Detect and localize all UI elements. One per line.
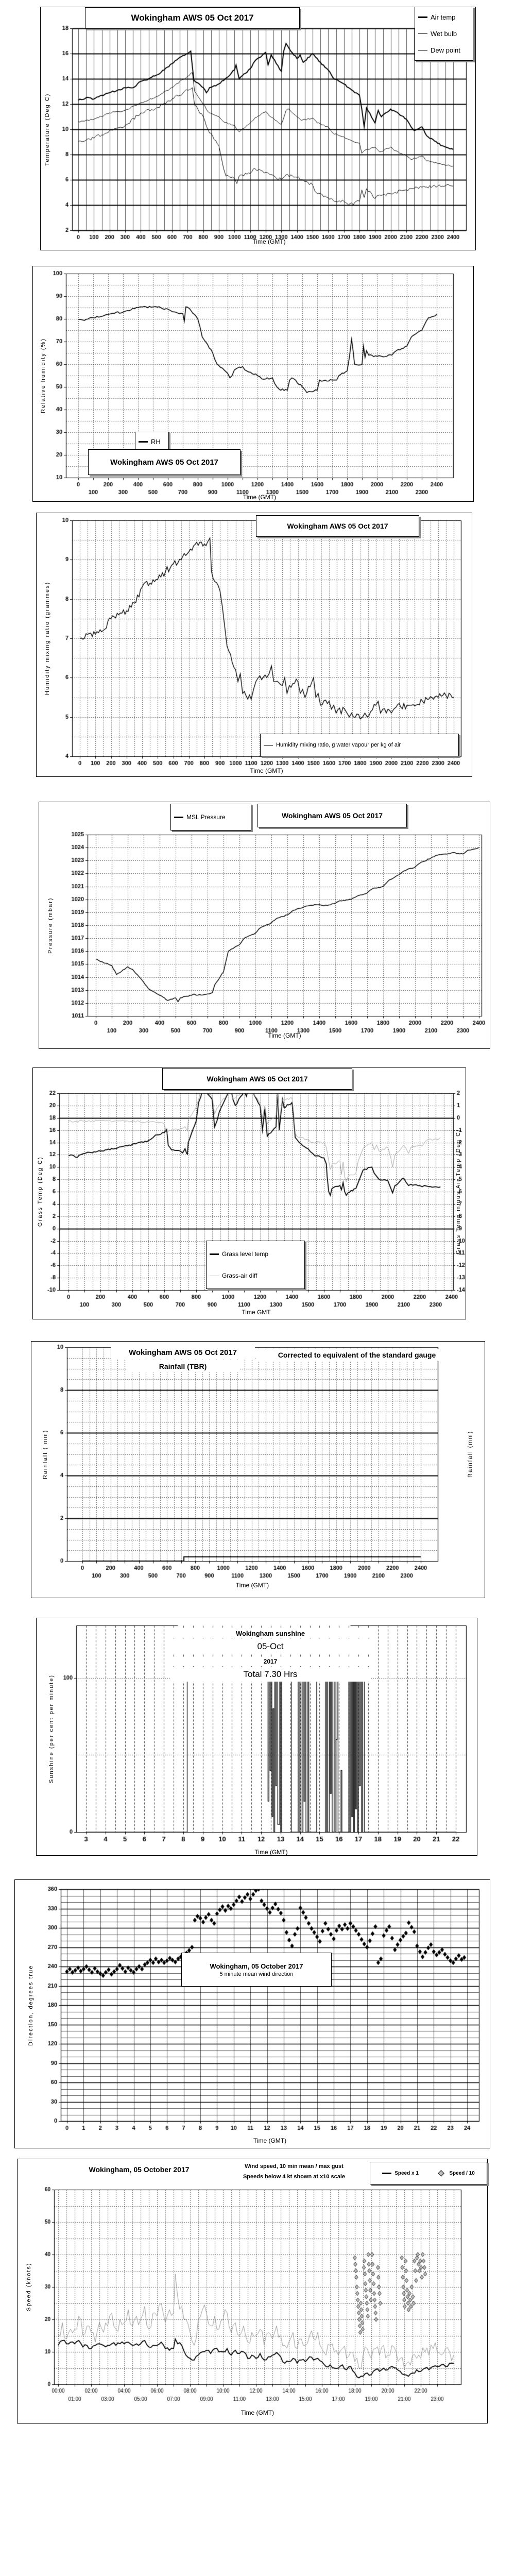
wind-direction-x-axis-label: Time (GMT) — [253, 2137, 287, 2144]
wind-speed-legend: Speed x 1 Speed / 10 — [370, 2162, 487, 2184]
sunshine-year: 2017 — [170, 1657, 371, 1666]
line-swatch-icon — [139, 440, 148, 443]
humidity-y-axis-label: Relative humidity (%) — [40, 338, 46, 413]
legend-label: Humidity mixing ratio, g water vapour pe… — [276, 742, 401, 748]
wind-direction-subtitle: 5 minute mean wind direction — [219, 1971, 294, 1977]
wind-direction-title: Wokingham, 05 October 2017 — [210, 1962, 303, 1970]
line-swatch-icon — [418, 33, 427, 34]
rainfall-right-y-axis-label: Rainfall (mm) — [467, 1430, 473, 1478]
legend-label: Wet bulb — [431, 29, 457, 38]
wind-direction-chart — [14, 1879, 490, 2148]
pressure-title: Wokingham AWS 05 Oct 2017 — [258, 804, 407, 827]
wind-speed-y-axis-label: Speed (knots) — [26, 2262, 32, 2312]
line-swatch-icon — [418, 16, 427, 19]
legend-entry: Dew point — [418, 46, 460, 54]
mixing-ratio-title: Wokingham AWS 05 Oct 2017 — [256, 515, 419, 537]
sunshine-title: Wokingham sunshine — [170, 1628, 371, 1638]
wind-speed-chart — [17, 2159, 488, 2424]
wind-speed-subtitle2: Speeds below 4 kt shown at x10 scale — [227, 2172, 362, 2181]
humidity-legend: RH — [135, 432, 169, 451]
legend-entry: Air temp — [418, 13, 455, 21]
wind-speed-subtitle1: Wind speed, 10 min mean / max gust — [227, 2162, 362, 2171]
wind-direction-y-axis-label: Direction, degrees true — [28, 1964, 34, 2046]
wind-speed-x-axis-label: Time (GMT) — [241, 2409, 274, 2416]
grass-air-diff-y-axis-label: Grass Temp minus Air Temp (Deg C) — [455, 1128, 461, 1255]
wind-speed-title: Wokingham, 05 October 2017 — [67, 2163, 211, 2176]
rainfall-title: Wokingham AWS 05 Oct 2017 — [111, 1346, 255, 1359]
sunshine-chart — [36, 1618, 477, 1856]
grass-temp-y-axis-label: Grass Temp (Deg C) — [37, 1156, 43, 1227]
rainfall-x-axis-label: Time (GMT) — [235, 1582, 269, 1589]
legend-entry: MSL Pressure — [174, 814, 226, 821]
legend-label: Grass level temp — [222, 1250, 269, 1258]
rainfall-subtitle: Rainfall (TBR) — [126, 1360, 239, 1372]
grass-temp-title: Wokingham AWS 05 Oct 2017 — [162, 1068, 352, 1090]
temperature-y-axis-label: Temperature (Deg C) — [44, 93, 50, 166]
legend-entry: Humidity mixing ratio, g water vapour pe… — [264, 742, 401, 748]
legend-entry: RH — [139, 438, 161, 446]
pressure-chart — [39, 802, 490, 1049]
line-swatch-icon — [174, 816, 183, 818]
sunshine-y-axis-label: Sunshine (per cent per minute) — [48, 1674, 55, 1783]
legend-entry: Speed x 1 — [382, 2171, 419, 2176]
legend-entry: Grass level temp — [210, 1250, 268, 1258]
line-swatch-icon — [210, 1253, 219, 1255]
wind-direction-title-box: Wokingham, 05 October 2017 5 minute mean… — [181, 1953, 332, 1987]
pressure-legend: MSL Pressure — [170, 804, 251, 831]
mixing-ratio-x-axis-label: Time (GMT) — [250, 767, 283, 774]
legend-entry: Wet bulb — [418, 30, 457, 38]
legend-label: Speed / 10 — [449, 2170, 475, 2176]
rainfall-note: Corrected to equivalent of the standard … — [256, 1349, 457, 1361]
pressure-y-axis-label: Pressure (mbar) — [47, 897, 54, 954]
legend-label: Dew point — [431, 46, 460, 54]
legend-label: Grass-air diff — [222, 1272, 258, 1279]
grass-temp-chart — [32, 1067, 466, 1319]
humidity-chart — [32, 266, 474, 502]
sunshine-total: Total 7.30 Hrs — [170, 1667, 371, 1682]
pressure-x-axis-label: Time (GMT) — [268, 1032, 301, 1039]
mixing-ratio-y-axis-label: Humidity mixing ratio (grammes) — [44, 581, 50, 696]
legend-entry: Grass-air diff — [210, 1272, 257, 1279]
legend-label: MSL Pressure — [186, 814, 226, 821]
legend-label: Air temp — [431, 13, 456, 22]
sunshine-date: 05-Oct — [170, 1639, 371, 1654]
mixing-ratio-legend: Humidity mixing ratio, g water vapour pe… — [260, 734, 459, 756]
temperature-title: Wokingham AWS 05 Oct 2017 — [85, 7, 300, 29]
temperature-chart — [40, 7, 476, 250]
line-swatch-icon — [382, 2172, 392, 2174]
grass-temp-legend: Grass level temp Grass-air diff — [206, 1241, 305, 1289]
diamond-icon — [438, 2170, 445, 2177]
temperature-legend: Air temp Wet bulb Dew point — [415, 7, 473, 61]
grass-temp-x-axis-label: Time GMT — [242, 1309, 271, 1316]
legend-entry: Speed / 10 — [436, 2170, 475, 2177]
rainfall-y-axis-label: Rainfall ( mm) — [42, 1429, 48, 1479]
temperature-x-axis-label: Time (GMT) — [252, 238, 286, 245]
rainfall-chart — [31, 1341, 485, 1598]
humidity-title: Wokingham AWS 05 Oct 2017 — [88, 449, 241, 475]
legend-label: Speed x 1 — [394, 2170, 419, 2176]
sunshine-x-axis-label: Time (GMT) — [254, 1849, 288, 1856]
humidity-x-axis-label: Time (GMT) — [243, 494, 277, 501]
mixing-ratio-chart — [36, 513, 472, 777]
legend-label: RH — [151, 437, 161, 446]
